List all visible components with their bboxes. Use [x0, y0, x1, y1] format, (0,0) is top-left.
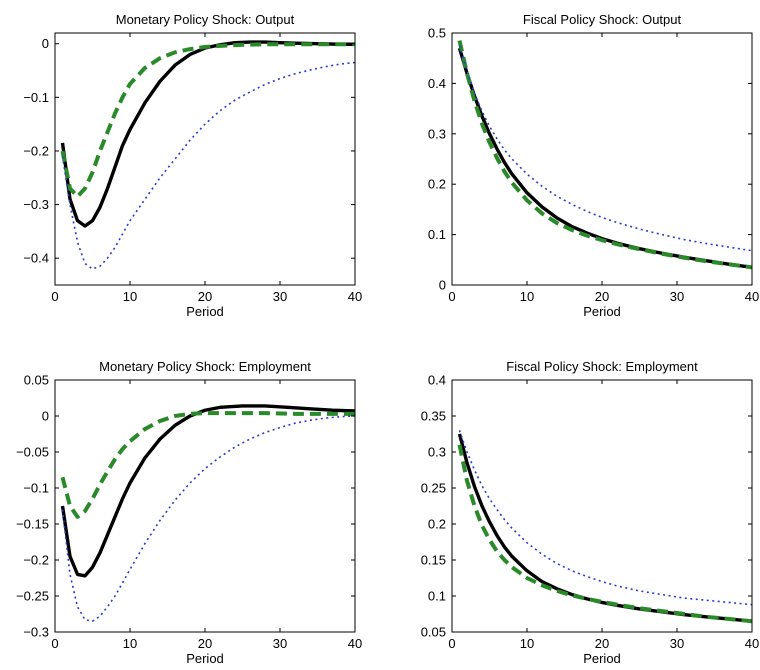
- series-line-solid: [457, 433, 752, 623]
- x-tick-label: 10: [123, 289, 137, 304]
- y-tick-label: 0.4: [428, 373, 446, 388]
- series-line-solid: [60, 404, 355, 578]
- x-tick-label: 30: [670, 636, 684, 651]
- x-tick-label: 40: [745, 289, 759, 304]
- x-tick-label: 30: [670, 289, 684, 304]
- x-tick-label: 30: [273, 636, 287, 651]
- panel-monetary-output: Monetary Policy Shock: Output 0 10 20 30 40 0 −…: [23, 12, 362, 319]
- x-tick-label: 40: [348, 636, 362, 651]
- series-line-dotted: [458, 430, 752, 606]
- x-tick-label: 10: [520, 289, 534, 304]
- plot-frame: [54, 379, 356, 633]
- y-tick-label: −0.1: [23, 90, 49, 105]
- y-tick-label: 0.4: [428, 76, 446, 91]
- chart-title: Monetary Policy Shock: Employment: [99, 359, 311, 374]
- y-tick-label: −0.3: [23, 197, 49, 212]
- series-line-dashed: [60, 42, 355, 199]
- x-tick-label: 20: [595, 289, 609, 304]
- x-tick-label: 20: [198, 636, 212, 651]
- x-tick-label: 0: [448, 636, 455, 651]
- x-axis-label: Period: [186, 304, 224, 319]
- x-tick-label: 0: [51, 636, 58, 651]
- y-tick-label: 0.5: [428, 26, 446, 41]
- x-axis-label: Period: [583, 304, 621, 319]
- x-tick-label: 40: [745, 636, 759, 651]
- x-tick-label: 20: [198, 289, 212, 304]
- y-tick-label: 0.1: [428, 227, 446, 242]
- y-tick-label: 0: [42, 409, 49, 424]
- x-tick-label: 0: [448, 289, 455, 304]
- y-tick-label: 0.2: [428, 177, 446, 192]
- x-tick-label: 10: [520, 636, 534, 651]
- y-tick-label: −0.4: [23, 251, 49, 266]
- series-line-dotted: [61, 415, 355, 622]
- y-tick-label: −0.1: [23, 481, 49, 496]
- series-line-dotted: [61, 61, 355, 270]
- y-tick-label: 0.25: [421, 481, 446, 496]
- series-line-dashed: [60, 411, 355, 519]
- chart-title: Fiscal Policy Shock: Output: [523, 12, 682, 27]
- y-tick-label: 0: [439, 278, 446, 293]
- y-tick-label: −0.15: [16, 517, 49, 532]
- x-tick-label: 0: [51, 289, 58, 304]
- y-tick-label: 0.3: [428, 445, 446, 460]
- panel-monetary-employment: Monetary Policy Shock: Employment 0 10 20 30…: [16, 359, 362, 666]
- panel-fiscal-output: Fiscal Policy Shock: Output 0 10 20 30 40 0 0.1…: [428, 12, 759, 319]
- series-line-dotted: [458, 45, 752, 252]
- plot-frame: [451, 379, 753, 633]
- x-axis-label: Period: [583, 651, 621, 666]
- x-tick-label: 20: [595, 636, 609, 651]
- series-group: [60, 404, 355, 622]
- x-axis-label: Period: [186, 651, 224, 666]
- y-tick-label: 0.2: [428, 517, 446, 532]
- panel-fiscal-employment: Fiscal Policy Shock: Employment 0 10 20 30 40…: [421, 359, 760, 666]
- y-tick-label: 0: [42, 36, 49, 51]
- x-tick-label: 40: [348, 289, 362, 304]
- series-line-dashed: [457, 444, 752, 624]
- chart-title: Fiscal Policy Shock: Employment: [506, 359, 698, 374]
- y-tick-label: 0.15: [421, 553, 446, 568]
- y-tick-label: −0.05: [16, 445, 49, 460]
- y-tick-label: −0.2: [23, 553, 49, 568]
- y-tick-label: −0.2: [23, 143, 49, 158]
- y-tick-label: 0.3: [428, 126, 446, 141]
- series-line-dashed: [457, 40, 752, 270]
- y-tick-label: 0.1: [428, 589, 446, 604]
- series-line-solid: [457, 47, 752, 270]
- y-tick-label: 0.35: [421, 409, 446, 424]
- y-tick-label: −0.3: [23, 625, 49, 640]
- y-tick-label: 0.05: [421, 625, 446, 640]
- x-tick-label: 10: [123, 636, 137, 651]
- series-group: [457, 40, 752, 270]
- x-tick-label: 30: [273, 289, 287, 304]
- series-group: [60, 40, 355, 270]
- y-tick-label: −0.25: [16, 589, 49, 604]
- series-group: [457, 430, 752, 624]
- chart-title: Monetary Policy Shock: Output: [116, 12, 295, 27]
- series-line-solid: [60, 40, 355, 228]
- y-tick-label: 0.05: [24, 373, 49, 388]
